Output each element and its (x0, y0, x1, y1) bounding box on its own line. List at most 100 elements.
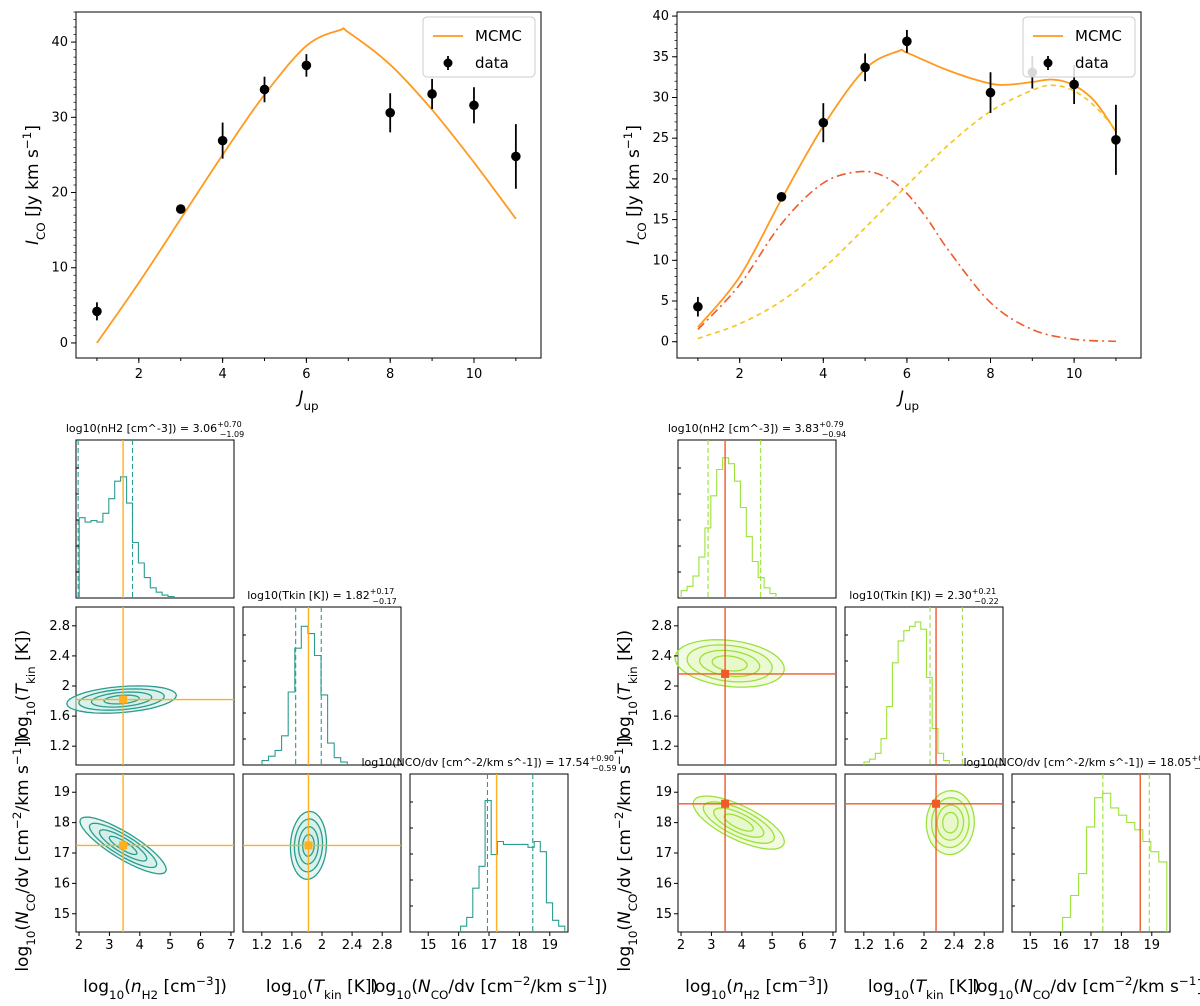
y-axis-label: ICO [Jy km s−1] (20, 125, 48, 245)
x-tick-label: 3 (105, 938, 113, 953)
param-title-2: log10(NCO/dv [cm^-2/km s^-1]) = 17.54+0.… (361, 754, 616, 773)
data-point (259, 84, 270, 95)
legend-data-label: data (475, 54, 509, 72)
panel-frame (75, 439, 235, 599)
y-tick-label: 1.6 (49, 709, 70, 724)
y-tick-label: 15 (655, 907, 672, 922)
y-tick-label: 5 (661, 294, 669, 309)
x-tick-label: 1.6 (282, 938, 303, 953)
param-title-1: log10(Tkin [K]) = 1.82+0.17 −0.17 (247, 587, 397, 606)
data-point (693, 301, 703, 312)
data-point (902, 36, 912, 47)
data-point (1069, 79, 1079, 90)
best-fit-marker (932, 799, 941, 808)
param-title-1: log10(Tkin [K]) = 2.30+0.21 −0.22 (849, 587, 999, 606)
x-tick-label: 2.4 (342, 938, 363, 953)
x-tick-label: 16 (450, 938, 467, 953)
y-tick-label: 20 (652, 172, 669, 187)
y-tick-label: 2.4 (49, 649, 70, 664)
y-axis-label: ICO [Jy km s−1] (621, 125, 649, 245)
corner-plot-one-component: log10(nH2 [cm^-3]) = 3.06+0.70 −1.09 log10… (10, 420, 617, 1002)
y-tick-label: 40 (51, 35, 68, 50)
corner-x-label-n: log10(nH2 [cm−3]) (685, 974, 829, 1002)
x-tick-label: 2.4 (944, 938, 965, 953)
x-tick-label: 4 (819, 367, 827, 382)
param-title-2: log10(NCO/dv [cm^-2/km s^-1]) = 18.05+0.… (963, 754, 1200, 773)
param-title-0: log10(nH2 [cm^-3]) = 3.06+0.70 −1.09 (66, 420, 244, 439)
x-tick-label: 18 (511, 938, 528, 953)
histogram-0 (78, 476, 175, 598)
x-tick-label: 17 (481, 938, 498, 953)
data-point (385, 107, 395, 118)
y-tick-label: 25 (652, 131, 669, 146)
data-point (301, 60, 312, 71)
y-tick-label: 2 (62, 679, 70, 694)
panel-frame (242, 606, 402, 766)
x-tick-label: 6 (302, 367, 310, 382)
data-point (776, 192, 787, 202)
series-line-mcmc (96, 27, 517, 344)
x-tick-label: 8 (986, 367, 994, 382)
x-tick-label: 2.8 (974, 938, 995, 953)
x-tick-label: 15 (1022, 938, 1039, 953)
y-tick-label: 2.8 (651, 619, 672, 634)
x-tick-label: 1.2 (853, 938, 874, 953)
y-tick-label: 1.2 (49, 739, 70, 754)
data-point (427, 89, 437, 99)
histogram-1 (863, 621, 950, 765)
x-tick-label: 7 (227, 938, 235, 953)
panel-frame (844, 606, 1004, 766)
data-point (985, 87, 996, 98)
sled-chart-one-component: 2 4 6 8 10 0 10 20 30 40 MCMC data Jup ICO [Jy km s−1… (20, 11, 542, 413)
y-tick-label: 15 (53, 907, 70, 922)
y-tick-label: 18 (655, 816, 672, 831)
y-tick-label: 30 (652, 90, 669, 105)
x-tick-label: 17 (1083, 938, 1100, 953)
legend-data-label: data (1075, 54, 1109, 72)
x-tick-label: 3 (707, 938, 715, 953)
x-tick-label: 5 (166, 938, 174, 953)
y-tick-label: 17 (655, 846, 672, 861)
corner-x-label-N: log10(NCO/dv [cm−2/km s−1]) (370, 974, 607, 1002)
y-tick-label: 19 (655, 785, 672, 800)
y-tick-label: 1.2 (651, 739, 672, 754)
corner-y-label-T: log10(Tkin [K]) (13, 630, 38, 742)
corner-plot-two-component: log10(nH2 [cm^-3]) = 3.83+0.79 −0.94 log10… (612, 420, 1200, 1002)
panel-frame (75, 606, 235, 766)
x-tick-label: 6 (196, 938, 204, 953)
plot-frame (676, 11, 1142, 359)
corner-x-label-n: log10(nH2 [cm−3]) (83, 974, 227, 1002)
x-tick-label: 16 (1052, 938, 1069, 953)
contour-level-3 (711, 655, 748, 672)
data-point (175, 204, 186, 214)
panel-frame (677, 439, 837, 599)
corner-y-label-N: log10(NCO/dv [cm−2/km s−1]) (10, 734, 38, 971)
corner-y-label-T: log10(Tkin [K]) (615, 630, 640, 742)
param-title-0: log10(nH2 [cm^-3]) = 3.83+0.79 −0.94 (668, 420, 846, 439)
x-tick-label: 2 (75, 938, 83, 953)
panel-frame (844, 773, 1004, 933)
x-tick-label: 7 (829, 938, 837, 953)
best-fit-marker (721, 669, 730, 678)
x-tick-label: 2 (135, 367, 143, 382)
x-tick-label: 6 (798, 938, 806, 953)
y-tick-label: 2 (664, 679, 672, 694)
data-point (469, 100, 479, 111)
x-tick-label: 15 (420, 938, 437, 953)
x-tick-label: 4 (218, 367, 226, 382)
x-tick-label: 4 (136, 938, 144, 953)
x-tick-label: 5 (768, 938, 776, 953)
x-tick-label: 19 (1143, 938, 1160, 953)
y-tick-label: 15 (652, 213, 669, 228)
contour-level-3 (942, 811, 959, 834)
x-tick-label: 2.8 (372, 938, 393, 953)
series-line-dashdot (697, 170, 1116, 343)
x-tick-label: 8 (386, 367, 394, 382)
panel-frame (1011, 773, 1171, 933)
series-line-dashed (697, 84, 1117, 340)
histogram-2 (1062, 792, 1168, 932)
legend-data-marker (443, 58, 453, 68)
y-tick-label: 10 (51, 261, 68, 276)
y-tick-label: 16 (655, 876, 672, 891)
